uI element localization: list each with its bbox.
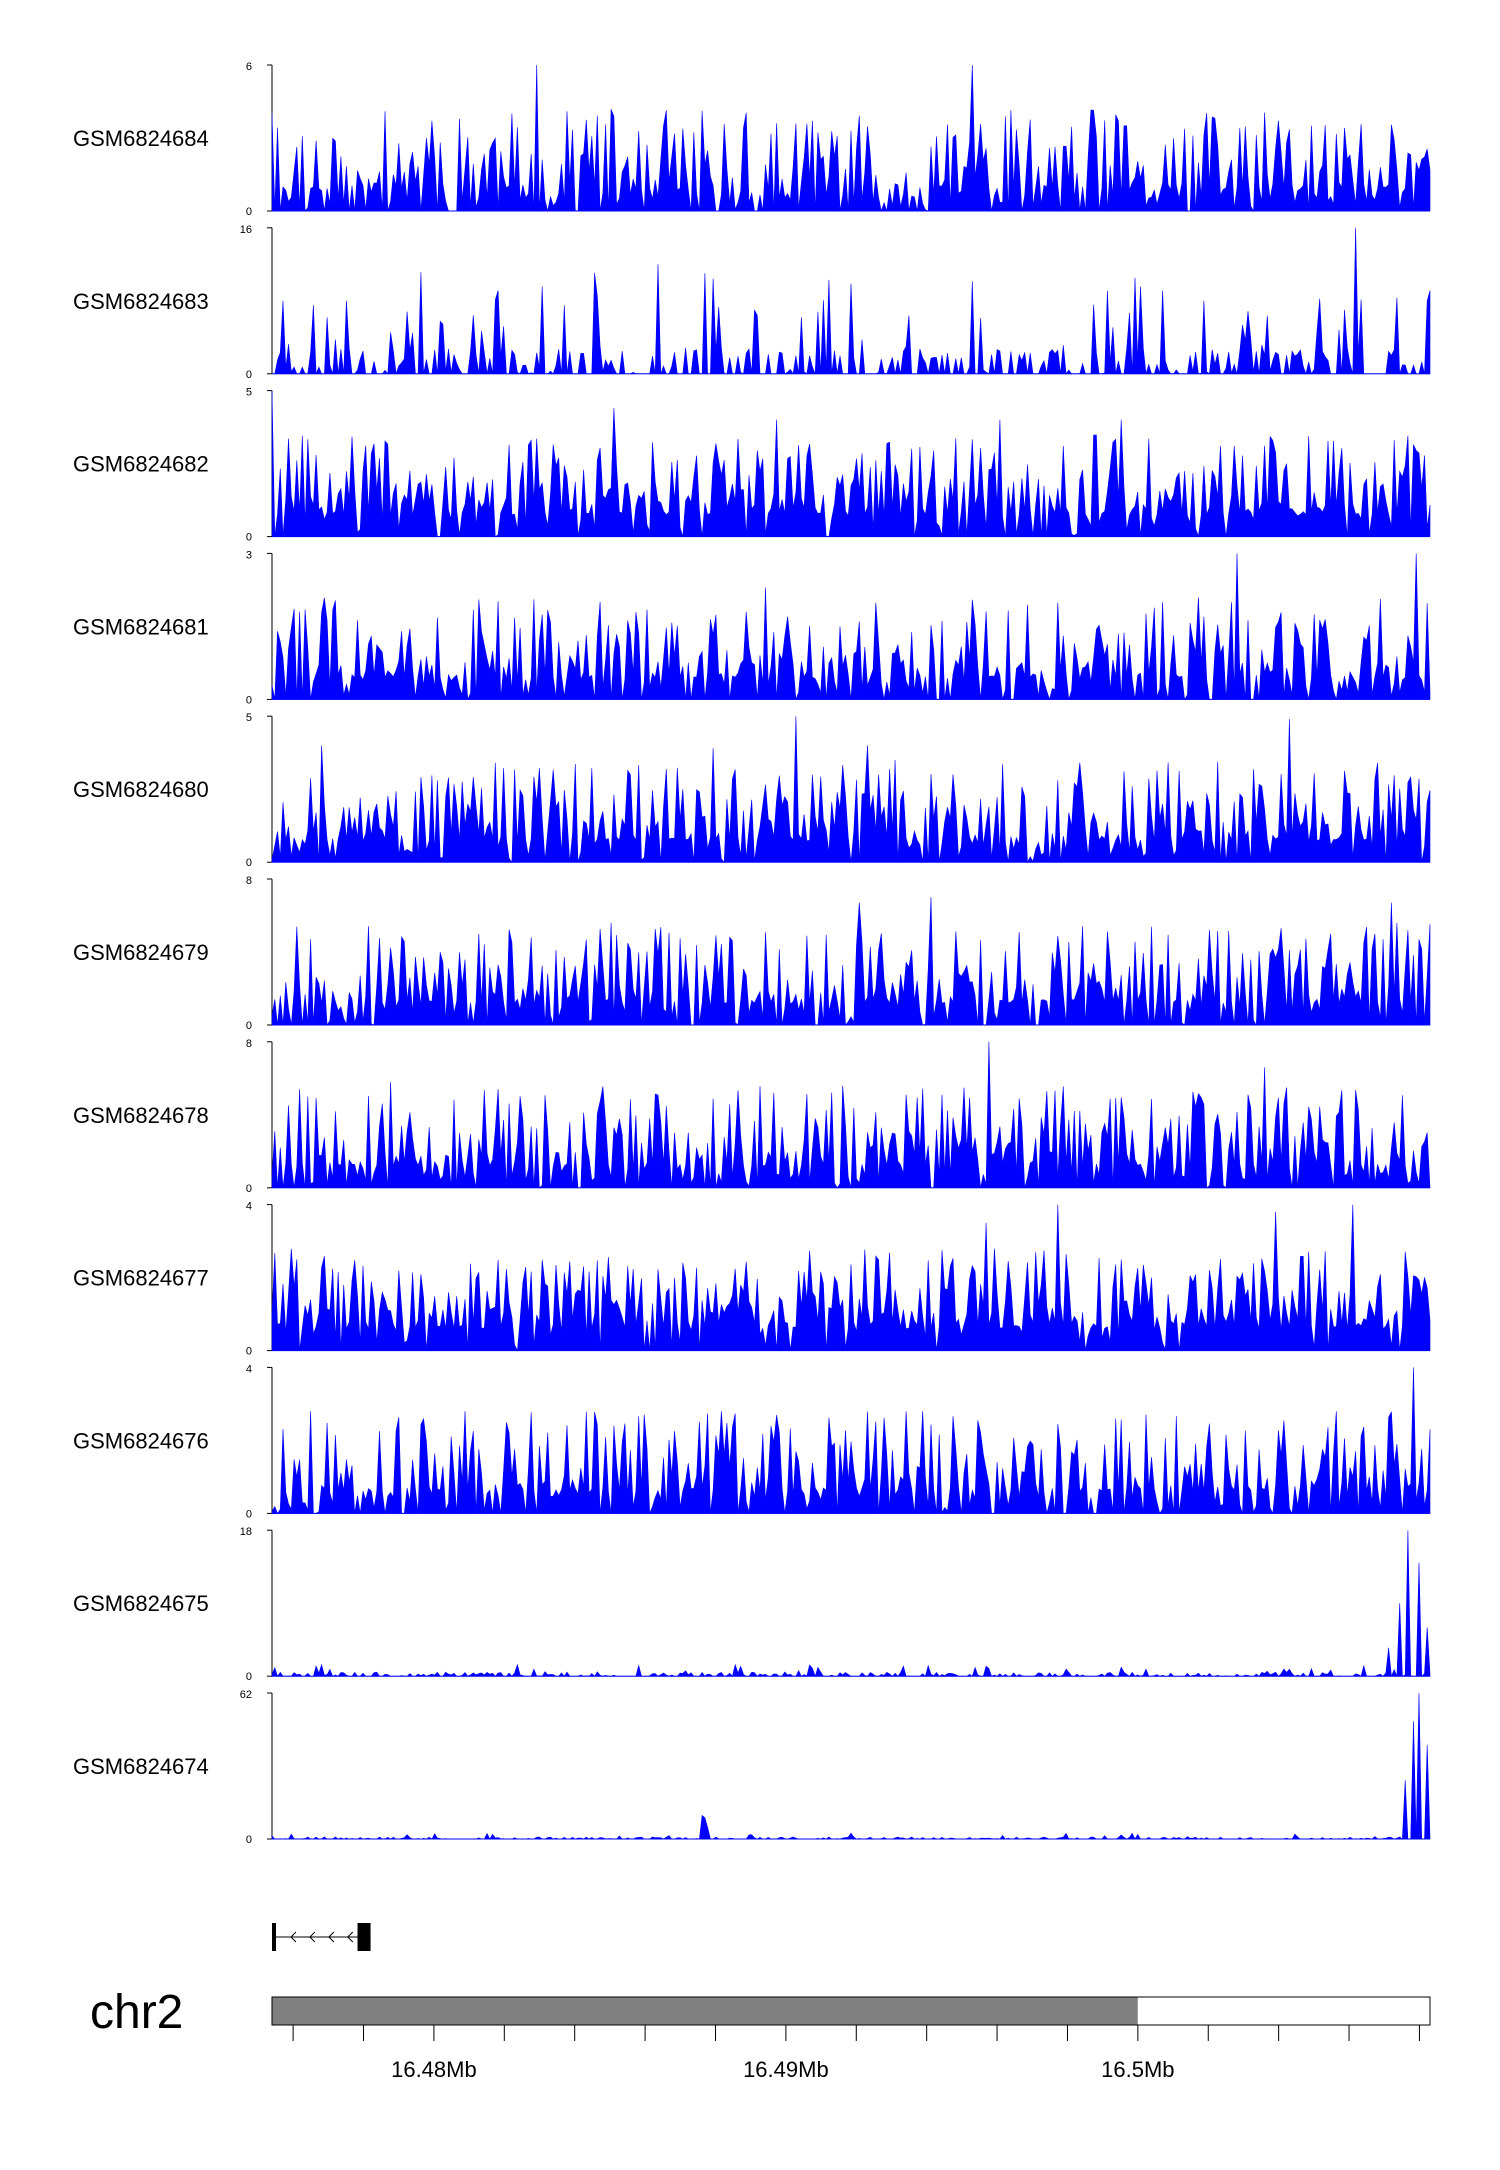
y-min-label: 0 (246, 1834, 252, 1846)
coverage-area (271, 1367, 1431, 1515)
y-max-label: 8 (246, 875, 252, 887)
y-max-label: 4 (246, 1201, 252, 1213)
coverage-area (271, 390, 1431, 538)
track-label: GSM6824681 (73, 614, 209, 639)
coverage-area (271, 1041, 1431, 1189)
y-max-label: 6 (246, 61, 252, 73)
x-tick-label: 16.5Mb (1101, 2057, 1174, 2082)
x-tick-label: 16.49Mb (743, 2057, 829, 2082)
track-GSM6824680: GSM6824680 5 0 (73, 712, 1431, 869)
track-label: GSM6824680 (73, 777, 209, 802)
track-label: GSM6824676 (73, 1428, 209, 1453)
track-GSM6824682: GSM6824682 5 0 (73, 387, 1431, 544)
track-GSM6824677: GSM6824677 4 0 (73, 1201, 1431, 1358)
ideogram-band-open (1137, 1997, 1430, 2025)
chromosome-label: chr2 (90, 1986, 183, 2039)
track-label: GSM6824674 (73, 1754, 209, 1779)
coverage-area (271, 1204, 1431, 1352)
track-label: GSM6824682 (73, 452, 209, 477)
y-min-label: 0 (246, 1020, 252, 1032)
strand-arrow-icon (328, 1931, 335, 1943)
y-max-label: 16 (240, 224, 252, 236)
y-max-label: 62 (240, 1689, 252, 1701)
y-min-label: 0 (246, 206, 252, 218)
coverage-area (271, 716, 1431, 864)
y-min-label: 0 (246, 532, 252, 544)
y-min-label: 0 (246, 857, 252, 869)
coverage-area (271, 64, 1431, 213)
gene-exon (357, 1923, 371, 1951)
coverage-area (271, 1530, 1431, 1678)
y-min-label: 0 (246, 1183, 252, 1195)
ideogram-band-filled (272, 1997, 1138, 2025)
y-max-label: 5 (246, 712, 252, 724)
y-max-label: 8 (246, 1038, 252, 1050)
y-max-label: 18 (240, 1526, 252, 1538)
track-label: GSM6824675 (73, 1591, 209, 1616)
y-min-label: 0 (246, 369, 252, 381)
y-min-label: 0 (246, 1671, 252, 1683)
track-GSM6824675: GSM6824675 18 0 (73, 1526, 1431, 1683)
chromosome-ideogram: chr2 (90, 1986, 1431, 2039)
coverage-area (271, 897, 1431, 1027)
track-GSM6824684: GSM6824684 6 0 (73, 61, 1431, 218)
y-min-label: 0 (246, 1346, 252, 1358)
strand-arrow-icon (290, 1931, 297, 1943)
ideogram-outline (271, 1996, 1431, 2026)
track-label: GSM6824684 (73, 126, 209, 151)
coverage-area (271, 553, 1431, 701)
y-max-label: 3 (246, 549, 252, 561)
y-max-label: 4 (246, 1363, 252, 1375)
track-GSM6824681: GSM6824681 3 0 (73, 549, 1431, 706)
track-GSM6824676: GSM6824676 4 0 (73, 1363, 1431, 1520)
track-label: GSM6824683 (73, 289, 209, 314)
strand-arrow-icon (347, 1931, 354, 1943)
genomic-axis: 16.48Mb 16.49Mb 16.5Mb (292, 2025, 1420, 2082)
coverage-area (272, 227, 1431, 375)
track-GSM6824679: GSM6824679 8 0 (73, 875, 1431, 1032)
y-min-label: 0 (246, 1508, 252, 1520)
track-label: GSM6824678 (73, 1103, 209, 1128)
y-min-label: 0 (246, 694, 252, 706)
strand-arrow-icon (309, 1931, 316, 1943)
track-GSM6824683: GSM6824683 16 0 (73, 224, 1431, 381)
y-max-label: 5 (246, 387, 252, 399)
coverage-area (271, 1692, 1431, 1840)
gene-model-track (272, 1923, 371, 1951)
track-GSM6824678: GSM6824678 8 0 (73, 1038, 1431, 1195)
track-label: GSM6824677 (73, 1266, 209, 1291)
track-label: GSM6824679 (73, 940, 209, 965)
signal-tracks: GSM682468460GSM6824683160GSM682468250GSM… (73, 61, 1431, 1846)
x-tick-label: 16.48Mb (391, 2057, 477, 2082)
gene-exon (272, 1923, 276, 1951)
track-GSM6824674: GSM6824674 62 0 (73, 1689, 1431, 1846)
